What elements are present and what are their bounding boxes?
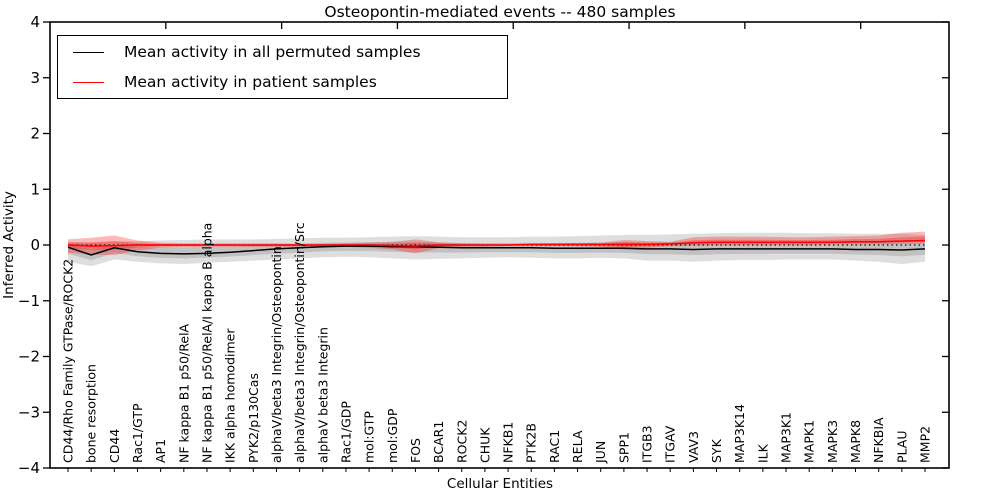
- svg-text:MAPK1: MAPK1: [802, 420, 817, 463]
- svg-text:NFKB1: NFKB1: [501, 422, 516, 463]
- svg-text:MAPK3: MAPK3: [825, 420, 840, 463]
- svg-text:SYK: SYK: [709, 438, 724, 463]
- svg-text:PTK2B: PTK2B: [524, 423, 539, 463]
- svg-text:MMP2: MMP2: [917, 426, 932, 463]
- svg-text:ITGB3: ITGB3: [640, 425, 655, 463]
- svg-text:MAP3K14: MAP3K14: [732, 404, 747, 463]
- svg-text:mol:GTP: mol:GTP: [362, 411, 377, 463]
- legend-entry-permuted: Mean activity in all permuted samples: [58, 39, 507, 65]
- svg-text:Rac1/GDP: Rac1/GDP: [338, 401, 353, 463]
- svg-text:VAV3: VAV3: [686, 431, 701, 463]
- svg-text:CHUK: CHUK: [477, 427, 492, 463]
- svg-text:alphaV/beta3 Integrin/Osteopon: alphaV/beta3 Integrin/Osteopontin: [269, 246, 284, 463]
- svg-text:IKK alpha homodimer: IKK alpha homodimer: [223, 328, 238, 463]
- svg-text:AP1: AP1: [153, 439, 168, 463]
- svg-text:2: 2: [30, 125, 40, 143]
- svg-text:ILK: ILK: [755, 443, 770, 463]
- legend-label-patient: Mean activity in patient samples: [124, 73, 377, 91]
- legend-entry-patient: Mean activity in patient samples: [58, 69, 507, 95]
- svg-text:−4: −4: [18, 459, 40, 477]
- svg-text:−2: −2: [18, 348, 40, 366]
- svg-text:4: 4: [30, 13, 40, 31]
- svg-text:alphaV beta3 Integrin: alphaV beta3 Integrin: [315, 327, 330, 463]
- svg-text:bone resorption: bone resorption: [84, 364, 99, 463]
- svg-text:CD44: CD44: [107, 429, 122, 463]
- svg-text:3: 3: [30, 69, 40, 87]
- svg-text:0: 0: [30, 236, 40, 254]
- svg-text:ITGAV: ITGAV: [663, 425, 678, 463]
- svg-text:SPP1: SPP1: [616, 432, 631, 463]
- svg-text:alphaV/beta3 Integrin/Osteopon: alphaV/beta3 Integrin/Osteopontin/Src: [292, 222, 307, 463]
- svg-text:NFKBIA: NFKBIA: [871, 417, 886, 463]
- svg-text:PLAU: PLAU: [894, 431, 909, 464]
- svg-text:FOS: FOS: [408, 438, 423, 463]
- legend: Mean activity in all permuted samples Me…: [57, 35, 508, 99]
- svg-text:−3: −3: [18, 403, 40, 421]
- svg-text:RELA: RELA: [570, 430, 585, 463]
- chart-title: Osteopontin-mediated events -- 480 sampl…: [324, 3, 676, 21]
- svg-text:MAPK8: MAPK8: [848, 420, 863, 463]
- legend-label-permuted: Mean activity in all permuted samples: [124, 43, 421, 61]
- svg-text:1: 1: [30, 180, 40, 198]
- svg-text:mol:GDP: mol:GDP: [385, 408, 400, 463]
- svg-text:RAC1: RAC1: [547, 430, 562, 463]
- legend-line-permuted-icon: [73, 51, 104, 53]
- x-axis-label: Cellular Entities: [446, 476, 554, 492]
- svg-text:−1: −1: [18, 292, 40, 310]
- svg-text:CD44/Rho Family GTPase/ROCK2: CD44/Rho Family GTPase/ROCK2: [61, 259, 76, 463]
- svg-text:NF kappa B1 p50/RelA/I kappa B: NF kappa B1 p50/RelA/I kappa B alpha: [199, 223, 214, 463]
- legend-line-patient-icon: [73, 81, 104, 83]
- svg-text:PYK2/p130Cas: PYK2/p130Cas: [246, 373, 261, 463]
- svg-text:MAP3K1: MAP3K1: [779, 412, 794, 463]
- svg-text:Rac1/GTP: Rac1/GTP: [130, 403, 145, 463]
- svg-text:JUN: JUN: [593, 441, 608, 464]
- svg-text:ROCK2: ROCK2: [454, 420, 469, 463]
- svg-text:BCAR1: BCAR1: [431, 421, 446, 463]
- svg-text:NF kappa B1 p50/RelA: NF kappa B1 p50/RelA: [176, 323, 191, 463]
